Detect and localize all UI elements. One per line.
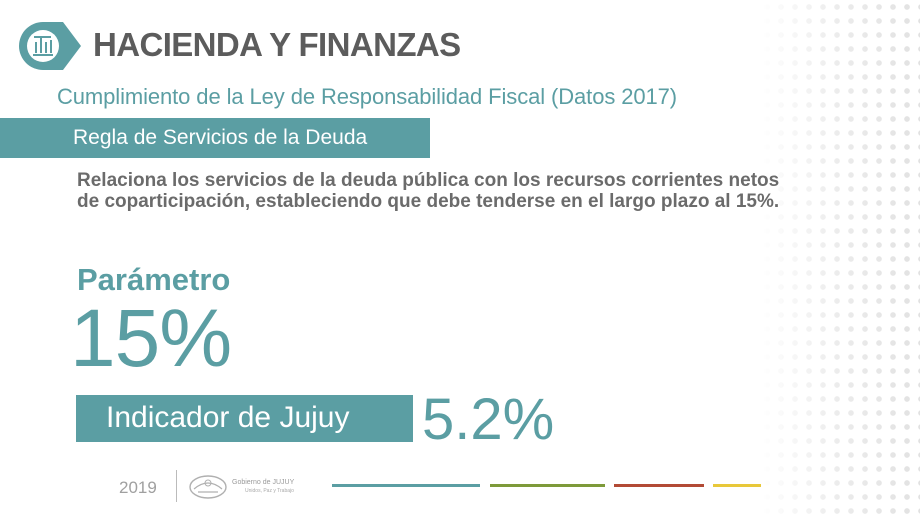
footer-org-name: Gobierno de JUJUY [232, 479, 295, 486]
page-title: HACIENDA Y FINANZAS [93, 26, 461, 63]
footer-divider [176, 470, 177, 502]
parameter-value: 15% [70, 293, 232, 384]
subtitle: Cumplimiento de la Ley de Responsabilida… [57, 84, 678, 109]
indicator-banner [76, 395, 413, 442]
parameter-label: Parámetro [77, 262, 231, 297]
indicator-value: 5.2% [422, 387, 555, 452]
footer-stripe-green [490, 484, 605, 487]
rule-description: Relaciona los servicios de la deuda públ… [77, 170, 780, 212]
footer-stripe-teal [332, 484, 480, 487]
footer-stripe-red [614, 484, 704, 487]
building-finance-icon [19, 22, 81, 70]
footer-org-tagline: Unidos, Paz y Trabajo [245, 488, 294, 494]
footer-year: 2019 [119, 478, 157, 497]
section-banner [0, 118, 430, 158]
footer-stripe-yellow [713, 484, 761, 487]
dotted-pattern-decoration [760, 0, 920, 516]
government-seal-icon [189, 475, 227, 499]
section-title: Regla de Servicios de la Deuda [73, 126, 368, 149]
indicator-label: Indicador de Jujuy [106, 401, 350, 434]
